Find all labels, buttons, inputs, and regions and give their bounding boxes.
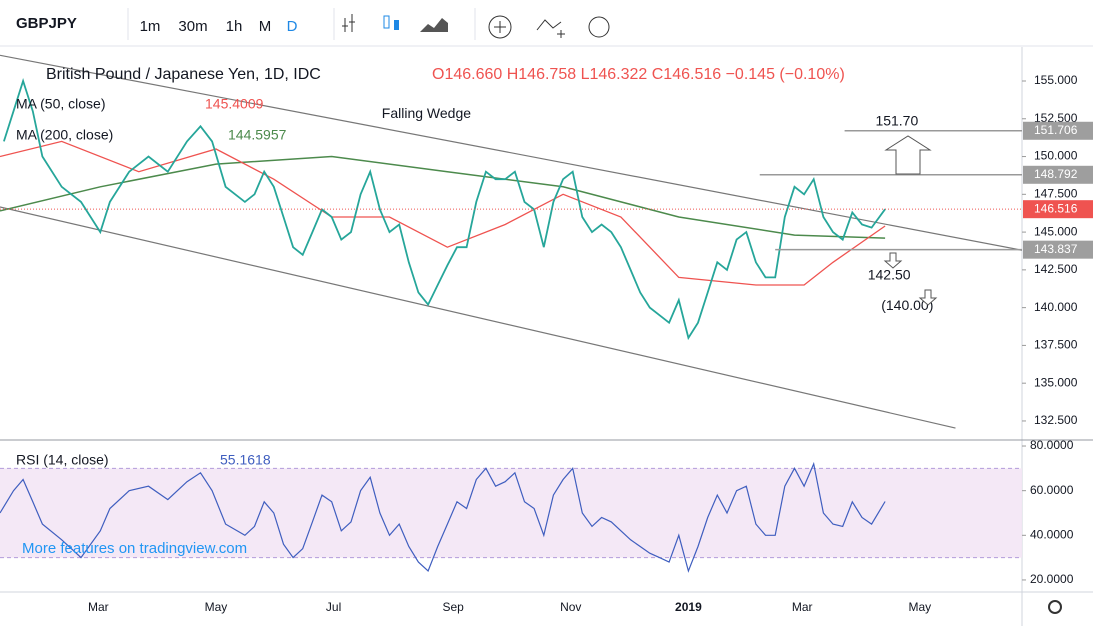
annotation: (140.00): [881, 297, 933, 313]
add-icon[interactable]: [488, 15, 512, 39]
interval-button[interactable]: 30m: [178, 18, 207, 35]
interval-button[interactable]: M: [259, 18, 272, 35]
symbol[interactable]: GBPJPY: [16, 15, 77, 32]
arrow-down: [918, 289, 938, 306]
level-label-bg: [1023, 121, 1093, 140]
trendline: [0, 54, 1022, 251]
add-icon: [494, 21, 506, 33]
annotation: Falling Wedge: [382, 105, 471, 121]
level-label-bg: [1023, 240, 1093, 259]
last-price-bg: [1023, 200, 1093, 219]
rsi-band: [0, 468, 1022, 558]
y-tick-label: 152.500: [1034, 111, 1078, 125]
legend-name: MA (50, close): [16, 96, 105, 112]
y-tick-label: 150.000: [1034, 149, 1078, 163]
legend-name: MA (200, close): [16, 127, 113, 143]
legend-value: 144.5957: [228, 127, 287, 143]
candles-icon[interactable]: [383, 15, 390, 29]
y-tick-label: 140.000: [1034, 300, 1078, 314]
settings-icon[interactable]: [1048, 600, 1062, 614]
y-tick-label: 137.500: [1034, 338, 1078, 352]
x-tick-label: Mar: [792, 600, 813, 614]
x-tick-label: May: [205, 600, 228, 614]
x-tick-label: Nov: [560, 600, 581, 614]
y-tick-label: 60.0000: [1030, 483, 1074, 497]
level-label-bg: [1023, 165, 1093, 184]
compare-icon[interactable]: [536, 19, 565, 38]
last-price-label: 146.516: [1034, 201, 1078, 215]
legend-title: British Pound / Japanese Yen, 1D, IDC: [46, 66, 321, 83]
y-tick-label: 142.500: [1034, 262, 1078, 276]
y-tick-label: 20.0000: [1030, 572, 1074, 586]
arrow-down: [883, 252, 903, 269]
interval-button[interactable]: D: [287, 18, 298, 35]
level-label: 151.706: [1034, 123, 1078, 137]
interval-button[interactable]: 1m: [140, 18, 161, 35]
interval-button[interactable]: 1h: [226, 18, 243, 35]
toolbar: GBPJPY: [0, 8, 1093, 47]
x-tick-label: Sep: [442, 600, 464, 614]
legend-name: RSI (14, close): [16, 452, 109, 468]
bars-icon[interactable]: [342, 14, 355, 32]
level-label: 148.792: [1034, 167, 1078, 181]
x-tick-label: Jul: [326, 600, 341, 614]
promo-link[interactable]: More features on tradingview.com: [22, 540, 247, 557]
price-pane: [0, 54, 1022, 429]
legend-value: 55.1618: [220, 452, 271, 468]
legend-ohlc: O146.660 H146.758 L146.322 C146.516 −0.1…: [432, 66, 845, 83]
legend-value: 145.4009: [205, 96, 264, 112]
y-tick-label: 135.000: [1034, 375, 1078, 389]
rsi-pane: [0, 461, 1022, 573]
alert-icon[interactable]: [588, 16, 610, 38]
y-tick-label: 40.0000: [1030, 527, 1074, 541]
y-tick-label: 145.000: [1034, 224, 1078, 238]
series-line: [3, 78, 886, 341]
area-icon[interactable]: [420, 18, 448, 32]
x-tick-label: Mar: [88, 600, 109, 614]
annotation: 142.50: [868, 267, 911, 283]
trendline: [0, 206, 956, 429]
y-tick-label: 147.500: [1034, 186, 1078, 200]
arrow-up: [884, 135, 932, 175]
y-tick-label: 155.000: [1034, 73, 1078, 87]
x-tick-label: 2019: [675, 600, 702, 614]
annotation: 151.70: [875, 112, 918, 128]
y-tick-label: 132.500: [1034, 413, 1078, 427]
level-label: 143.837: [1034, 242, 1078, 256]
series-line: [0, 155, 886, 239]
y-tick-label: 80.0000: [1030, 438, 1074, 452]
candles-icon[interactable]: [394, 20, 399, 30]
series-line: [0, 461, 886, 573]
series-line: [0, 140, 886, 286]
x-tick-label: May: [908, 600, 931, 614]
